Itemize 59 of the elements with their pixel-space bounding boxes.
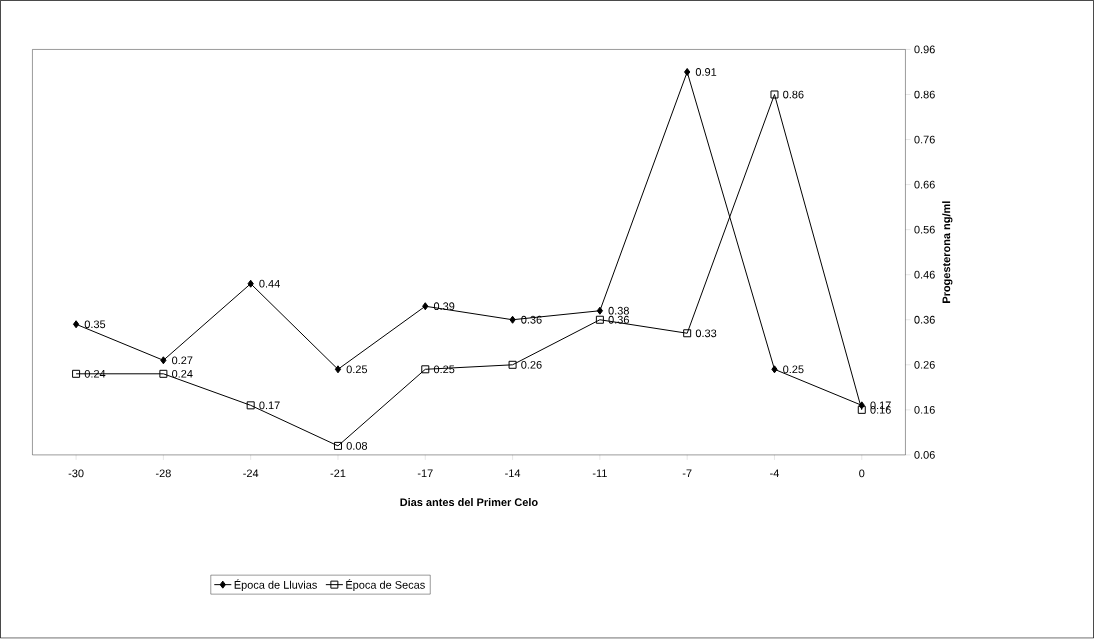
- x-tick-label: -21: [330, 469, 346, 478]
- y-tick-label: 0.06: [914, 451, 935, 460]
- point: [72, 320, 80, 329]
- y-tick-label: 0.96: [914, 45, 935, 54]
- data-label: 0.17: [259, 401, 280, 410]
- y-tick-label: 0.26: [914, 361, 935, 369]
- point: [247, 279, 254, 288]
- data-label: 0.25: [783, 365, 804, 374]
- point: [770, 90, 779, 99]
- point: [422, 302, 429, 311]
- point: [771, 365, 778, 374]
- data-label: 0.38: [608, 307, 629, 315]
- data-label: 0.27: [172, 356, 193, 365]
- y-tick-label: 0.56: [914, 226, 935, 234]
- y-tick-label: 0.36: [914, 316, 935, 324]
- x-tick-label: -24: [243, 469, 259, 478]
- point: [159, 370, 168, 379]
- point: [683, 329, 692, 338]
- data-label: 0.35: [84, 320, 106, 329]
- x-tick-label: -7: [682, 469, 692, 478]
- point: [684, 68, 691, 77]
- point: [509, 315, 516, 324]
- point: [72, 370, 81, 379]
- y-tick-label: 0.16: [914, 406, 935, 414]
- point: [333, 442, 342, 451]
- data-label: 0.26: [521, 361, 542, 369]
- x-tick-label: -17: [417, 469, 433, 478]
- data-label: 0.39: [433, 302, 455, 311]
- point: [421, 365, 430, 374]
- y-axis-title: Progesterona ng/ml: [942, 201, 953, 304]
- data-label: 0.44: [259, 280, 280, 288]
- point: [160, 356, 167, 365]
- data-label: 0.24: [172, 370, 193, 378]
- x-tick-label: -14: [505, 469, 521, 478]
- data-label: 0.08: [346, 442, 368, 451]
- data-label: 0.36: [521, 316, 542, 324]
- legend-label: Época de Secas: [346, 579, 425, 592]
- legend-label: Época de Lluvias: [234, 579, 317, 592]
- y-tick-label: 0.86: [914, 90, 935, 99]
- data-label: 0.86: [783, 90, 804, 99]
- data-label: 0.33: [695, 329, 717, 338]
- data-label: 0.36: [608, 316, 629, 324]
- x-tick-label: -30: [68, 469, 84, 478]
- point: [334, 365, 342, 374]
- point: [595, 315, 604, 324]
- y-tick-label: 0.76: [914, 135, 935, 144]
- data-label: 0.25: [346, 365, 368, 374]
- point: [596, 306, 604, 315]
- y-tick-label: 0.66: [914, 180, 935, 189]
- point: [246, 401, 255, 410]
- y-tick-label: 0.46: [914, 271, 935, 279]
- x-axis-title: Dias antes del Primer Celo: [400, 498, 538, 507]
- x-tick-label: -11: [592, 469, 607, 478]
- x-tick-label: -28: [155, 469, 171, 478]
- x-tick-label: -4: [770, 469, 780, 478]
- point: [508, 361, 517, 370]
- x-tick-label: 0: [859, 469, 865, 478]
- point: [857, 406, 866, 415]
- data-label: 0.91: [695, 68, 717, 77]
